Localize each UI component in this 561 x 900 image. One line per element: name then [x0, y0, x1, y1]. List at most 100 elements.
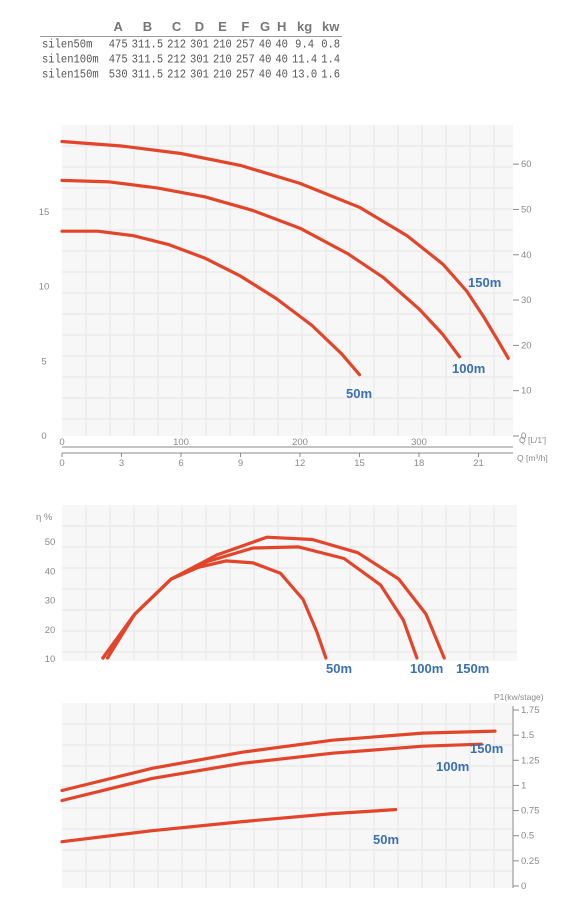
x2-tick-label: 15: [354, 458, 365, 469]
table-cell: 530: [108, 67, 128, 82]
y-tick-label: 0: [521, 881, 526, 892]
col-header: G: [260, 18, 271, 34]
y-tick-label: 0.5: [521, 831, 534, 842]
y-tick-label: 0.25: [521, 856, 540, 867]
x-tick-label: 0: [59, 437, 64, 448]
y-axis-label: η %: [36, 512, 53, 523]
table-cell: 301: [190, 67, 209, 82]
spec-table: A B C D E F G H kg kw silen50m 475 311.5…: [40, 16, 343, 82]
table-cell: 40: [258, 52, 272, 67]
table-cell: 40: [275, 37, 288, 52]
x2-tick-label: 3: [119, 458, 124, 469]
col-header: C: [171, 18, 182, 34]
y-tick-label: 10: [39, 282, 50, 293]
curve-50m: [60, 229, 362, 377]
y2-tick-label: 40: [521, 250, 532, 261]
table-row: silen50m 475 311.5 212 301 210 257 40 40…: [40, 37, 342, 53]
table-cell: 40: [275, 52, 288, 67]
table-cell: 0.8: [321, 37, 341, 52]
series-label-50m: 50m: [346, 386, 372, 401]
table-cell: 257: [235, 67, 255, 82]
y-tick-label: 0.75: [521, 806, 540, 817]
table-row: silen100m 475 311.5 212 301 210 257 40 4…: [40, 52, 342, 67]
table-row: silen150m 530 311.5 212 301 210 257 40 4…: [40, 67, 342, 82]
y-tick-label: 50: [45, 537, 56, 548]
table-cell: 40: [275, 67, 288, 82]
y2-tick-label: 20: [521, 340, 532, 351]
table-cell: 475: [108, 37, 128, 52]
y-tick-label: 20: [45, 625, 56, 636]
table-cell: 301: [190, 52, 209, 67]
y2-tick-label: 0: [521, 431, 526, 442]
x-tick-label: 200: [292, 437, 308, 448]
curve-150m: [60, 139, 510, 360]
col-header: kw: [321, 18, 340, 34]
plot-panel: [62, 703, 513, 888]
table-cell: 11.4: [291, 52, 318, 67]
curve-150m: [60, 729, 497, 793]
series-label-150m: 150m: [470, 741, 503, 756]
table-cell: 257: [235, 37, 255, 52]
table-cell: 311.5: [131, 52, 164, 67]
x-tick-label: 300: [411, 437, 427, 448]
col-header: kg: [297, 18, 313, 34]
y-tick-label: 0: [41, 431, 46, 442]
x2-tick-label: 12: [295, 458, 306, 469]
y-tick-label: 40: [45, 566, 56, 577]
x2-tick-label: 9: [238, 458, 243, 469]
series-label-50m: 50m: [326, 661, 352, 676]
y-tick-label: 1.75: [521, 705, 540, 716]
curve-100m: [60, 178, 462, 359]
series-label-150m: 150m: [468, 275, 501, 290]
table-cell: 210: [212, 37, 232, 52]
table-cell: 475: [108, 52, 128, 67]
table-cell: 9.4: [295, 37, 315, 52]
x-axis-label: Q [L/1']: [519, 435, 546, 445]
y-tick-label: 15: [39, 207, 50, 218]
col-header: H: [276, 18, 287, 34]
x2-tick-label: 18: [414, 458, 425, 469]
table-cell: 212: [167, 52, 187, 67]
table-cell: 13.0: [291, 67, 318, 82]
col-header: D: [194, 18, 205, 34]
y-tick-label: 1.25: [521, 755, 540, 766]
table-cell: 311.5: [131, 37, 164, 52]
series-label-50m: 50m: [373, 832, 399, 847]
x2-tick-label: 6: [178, 458, 183, 469]
col-header: E: [218, 18, 227, 34]
y-tick-label: 5: [41, 356, 46, 367]
table-cell: 40: [258, 67, 272, 82]
table-cell: 1.6: [321, 67, 341, 82]
row-model: silen150m: [42, 67, 99, 82]
series-label-150m: 150m: [456, 661, 489, 676]
x-tick-label: 100: [173, 437, 189, 448]
y2-tick-label: 30: [521, 295, 532, 306]
row-model: silen100m: [42, 52, 99, 67]
x2-tick-label: 21: [473, 458, 484, 469]
table-cell: 257: [235, 52, 255, 67]
x2-tick-label: 0: [59, 458, 64, 469]
y2-tick-label: 50: [521, 204, 532, 215]
table-cell: 40: [258, 37, 272, 52]
series-label-100m: 100m: [436, 759, 469, 774]
row-model: silen50m: [42, 37, 93, 52]
curve-150m: [101, 535, 446, 660]
table-cell: 1.4: [321, 52, 341, 67]
plot-panel: [62, 125, 513, 436]
table-cell: 311.5: [131, 67, 164, 82]
y2-tick-label: 10: [521, 386, 532, 397]
table-cell: 210: [212, 67, 232, 82]
curve-100m: [60, 742, 483, 803]
y-tick-label: 1.5: [521, 730, 534, 741]
col-header: F: [241, 18, 250, 34]
y-tick-label: 10: [45, 654, 56, 665]
y-tick-label: 1: [521, 780, 526, 791]
table-cell: 301: [190, 37, 209, 52]
curve-50m: [60, 808, 398, 844]
table-cell: 212: [167, 67, 187, 82]
spec-header-row: A B C D E F G H kg kw: [40, 16, 343, 37]
series-label-100m: 100m: [410, 661, 443, 676]
y-axis-label: P1(kw/stage): [494, 692, 544, 702]
col-header: B: [142, 18, 153, 34]
